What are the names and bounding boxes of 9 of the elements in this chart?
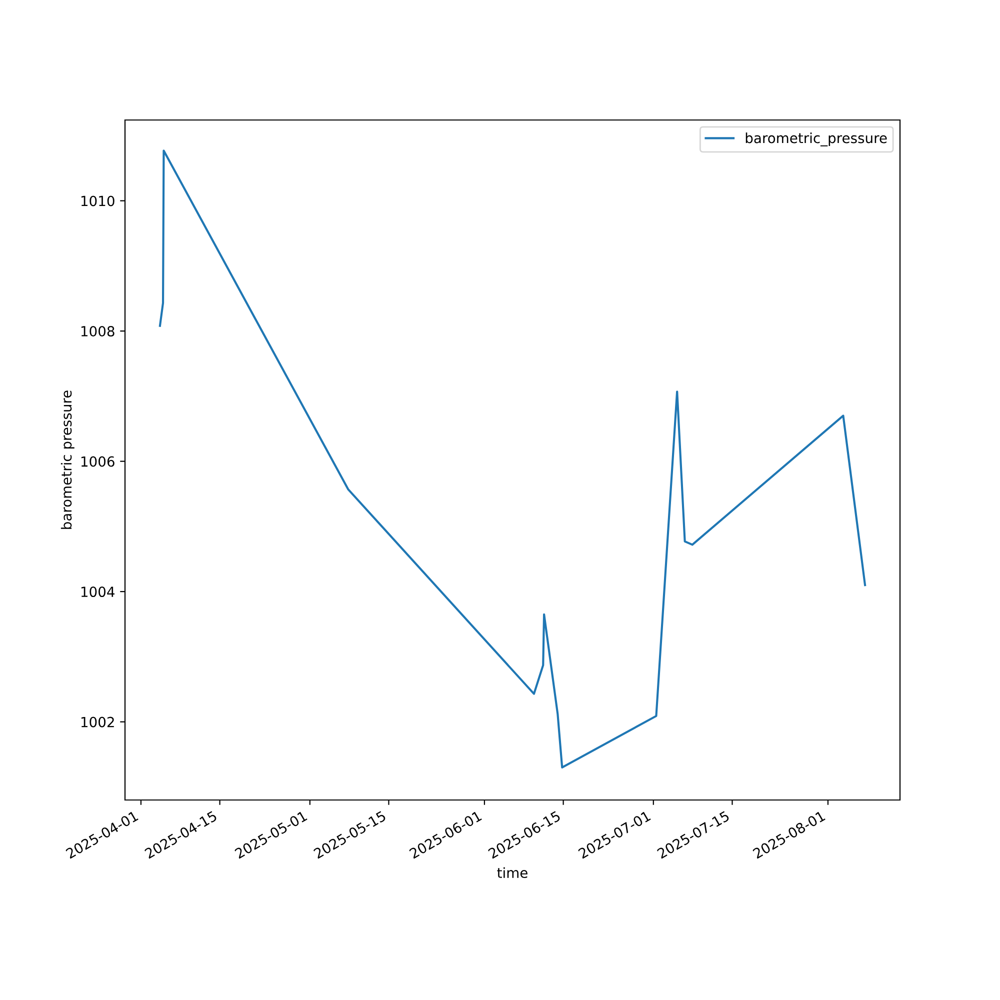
y-tick-label: 1004	[81, 586, 114, 598]
y-axis-title: barometric pressure	[60, 390, 74, 529]
y-tick-label: 1008	[81, 326, 114, 337]
line-series	[158, 150, 866, 768]
y-tick-label: 1006	[81, 456, 114, 467]
y-tick-label: 1010	[81, 196, 114, 206]
x-axis-title: time	[497, 867, 528, 878]
y-tick-label: 1002	[81, 716, 114, 728]
legend-label: barometric_pressure	[746, 132, 887, 146]
